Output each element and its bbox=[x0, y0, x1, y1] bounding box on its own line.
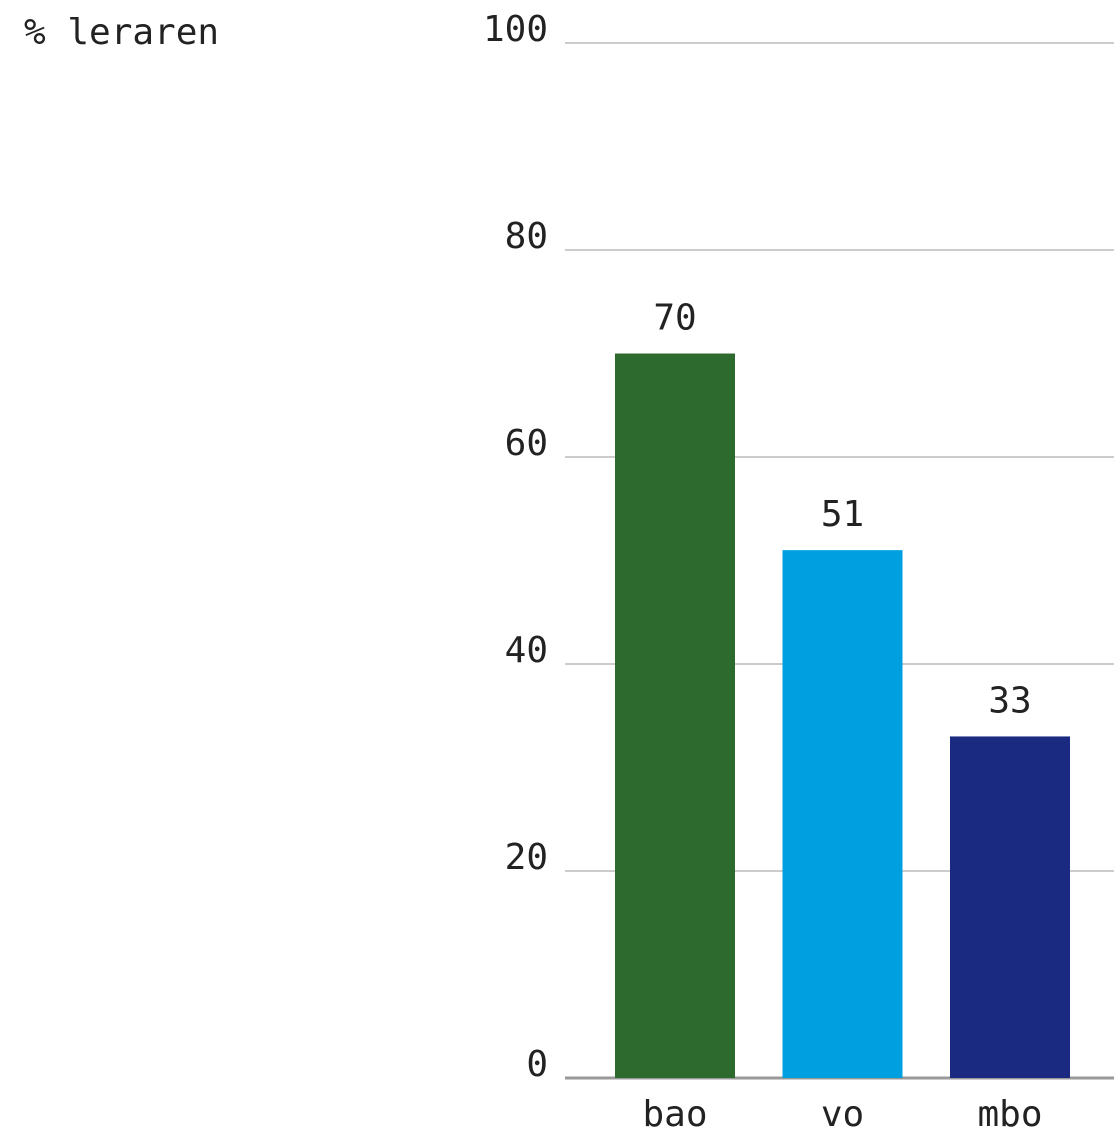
bar bbox=[615, 353, 735, 1078]
bar bbox=[950, 736, 1070, 1078]
y-tick-label: 100 bbox=[483, 9, 548, 50]
x-tick-label: mbo bbox=[977, 1094, 1042, 1135]
bar bbox=[782, 550, 903, 1078]
y-tick-label: 40 bbox=[505, 630, 548, 671]
value-label: 33 bbox=[988, 680, 1031, 721]
y-axis-label: % leraren bbox=[24, 12, 219, 53]
y-tick-label: 80 bbox=[505, 216, 548, 257]
x-tick-label: vo bbox=[821, 1094, 864, 1135]
value-label: 70 bbox=[653, 298, 696, 339]
value-label: 51 bbox=[821, 494, 864, 535]
y-tick-label: 20 bbox=[505, 837, 548, 878]
y-tick-label: 60 bbox=[505, 423, 548, 464]
y-tick-label: 0 bbox=[526, 1044, 548, 1085]
x-tick-label: bao bbox=[642, 1094, 707, 1135]
